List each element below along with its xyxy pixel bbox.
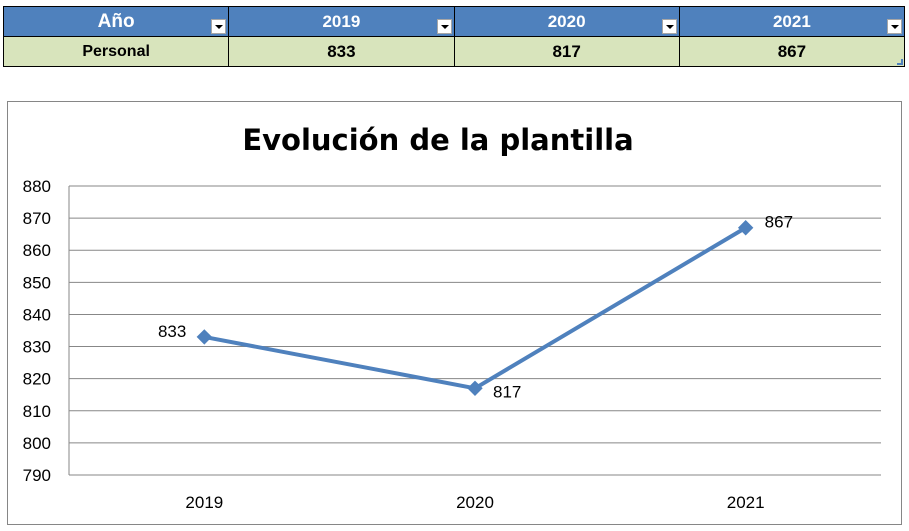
y-tick-label: 820 <box>23 370 51 389</box>
header-cell-2021[interactable]: 2021 <box>678 6 906 37</box>
chart-area[interactable]: Evolución de la plantilla 790 800 810 820 83… <box>7 101 902 525</box>
table-resize-handle[interactable] <box>897 59 903 65</box>
value-cell-2020[interactable]: 817 <box>453 36 680 67</box>
data-point-marker <box>467 380 483 397</box>
value-cell-2019[interactable]: 833 <box>228 36 455 67</box>
header-cell-year[interactable]: Año <box>2 6 230 37</box>
data-label: 833 <box>158 322 186 341</box>
x-tick-label: 2020 <box>456 493 494 512</box>
series-markers <box>196 220 754 397</box>
table-row: Personal 833 817 867 <box>2 36 906 67</box>
filter-dropdown-icon[interactable] <box>211 19 227 34</box>
y-tick-label: 850 <box>23 273 51 292</box>
header-cell-2020[interactable]: 2020 <box>453 6 680 37</box>
y-tick-label: 810 <box>23 402 51 421</box>
filter-dropdown-icon[interactable] <box>887 19 902 34</box>
filter-dropdown-icon[interactable] <box>661 19 677 34</box>
y-tick-label: 860 <box>23 241 51 260</box>
gridlines <box>68 185 881 476</box>
header-cell-2019[interactable]: 2019 <box>228 6 455 37</box>
table-header-row: Año 2019 2020 2021 <box>2 6 906 37</box>
header-label: 2019 <box>322 12 361 31</box>
x-tick-label: 2019 <box>185 493 223 512</box>
y-tick-label: 790 <box>23 466 51 485</box>
chart-title: Evolución de la plantilla <box>242 123 633 157</box>
series-line-path <box>203 226 747 391</box>
data-point-marker <box>737 220 754 236</box>
x-tick-label: 2021 <box>727 493 765 512</box>
value-cell-2021[interactable]: 867 <box>678 36 906 67</box>
filter-dropdown-icon[interactable] <box>436 19 452 34</box>
data-table: Año 2019 2020 2021 Personal 833 817 867 <box>2 6 906 67</box>
header-label: 2021 <box>772 12 811 31</box>
series-line <box>203 226 747 391</box>
y-tick-label: 870 <box>23 209 51 228</box>
x-axis-ticks: 2019 2020 2021 <box>185 493 764 512</box>
row-label-cell[interactable]: Personal <box>2 36 230 67</box>
y-tick-label: 880 <box>23 177 51 196</box>
y-axis-ticks: 790 800 810 820 830 840 850 860 870 880 <box>23 177 51 485</box>
data-label: 867 <box>765 213 793 232</box>
data-point-marker <box>196 329 213 345</box>
header-label: Año <box>97 11 135 32</box>
y-tick-label: 800 <box>23 434 51 453</box>
y-tick-label: 840 <box>23 305 51 324</box>
value-text: 867 <box>777 41 807 61</box>
y-tick-label: 830 <box>23 338 51 357</box>
line-chart: Evolución de la plantilla 790 800 810 820 83… <box>23 123 881 512</box>
data-label: 817 <box>493 382 521 401</box>
header-label: 2020 <box>547 12 586 31</box>
data-labels: 833 817 867 <box>158 213 793 402</box>
